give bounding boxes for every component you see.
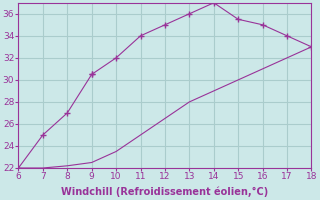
X-axis label: Windchill (Refroidissement éolien,°C): Windchill (Refroidissement éolien,°C) bbox=[61, 187, 268, 197]
